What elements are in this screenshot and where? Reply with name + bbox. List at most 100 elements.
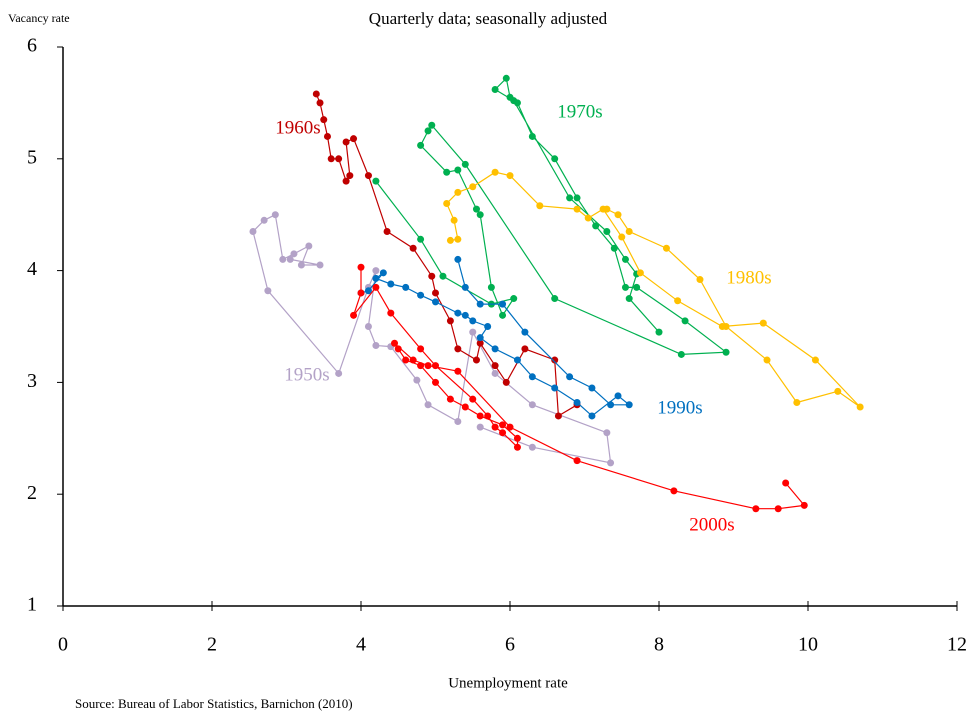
data-point <box>610 244 618 252</box>
data-point <box>264 287 272 295</box>
data-point <box>454 418 462 426</box>
data-point <box>506 423 514 431</box>
data-point <box>491 168 499 176</box>
data-point <box>856 403 864 411</box>
data-point <box>588 384 596 392</box>
data-point <box>443 200 451 208</box>
data-point <box>439 272 447 280</box>
data-point <box>566 194 574 202</box>
data-point <box>372 267 380 275</box>
data-point <box>446 395 454 403</box>
data-point <box>372 177 380 185</box>
data-point <box>323 132 331 140</box>
data-point <box>417 362 425 370</box>
data-point <box>506 172 514 180</box>
data-point <box>443 168 451 176</box>
data-point <box>573 205 581 213</box>
data-point <box>335 369 343 377</box>
data-point <box>625 295 633 303</box>
data-point <box>528 401 536 409</box>
data-point <box>662 244 670 252</box>
data-point <box>528 132 536 140</box>
y-tick-label: 5 <box>27 146 37 168</box>
data-point <box>320 116 328 124</box>
data-point <box>402 356 410 364</box>
data-point <box>428 272 436 280</box>
data-point <box>677 350 685 358</box>
data-point <box>551 155 559 163</box>
x-tick-label: 6 <box>505 634 515 656</box>
data-point <box>476 211 484 219</box>
data-point <box>402 283 410 291</box>
data-point <box>759 319 767 327</box>
data-point <box>491 362 499 370</box>
data-point <box>432 289 439 297</box>
data-point <box>625 227 633 235</box>
data-point <box>811 356 819 364</box>
data-point <box>383 227 391 235</box>
data-point <box>633 283 641 291</box>
data-point <box>428 121 436 129</box>
data-point <box>364 172 372 180</box>
data-point <box>625 401 633 409</box>
data-point <box>573 194 581 202</box>
data-point <box>476 412 484 420</box>
data-point <box>513 443 521 451</box>
data-point <box>454 235 462 243</box>
data-point <box>774 505 782 513</box>
data-point <box>513 356 521 364</box>
data-point <box>476 423 484 431</box>
data-point <box>484 323 492 330</box>
data-point <box>391 339 399 347</box>
data-point <box>551 356 559 364</box>
data-point <box>476 334 484 342</box>
x-tick-label: 0 <box>58 634 68 656</box>
x-tick-label: 12 <box>947 634 967 656</box>
data-point <box>551 384 559 392</box>
data-point <box>446 317 454 325</box>
y-tick-label: 1 <box>27 594 37 616</box>
data-point <box>510 97 518 105</box>
y-tick-label: 6 <box>27 35 37 57</box>
data-point <box>681 317 689 325</box>
data-point <box>364 287 372 295</box>
data-point <box>469 183 477 191</box>
data-point <box>454 309 462 317</box>
data-point <box>432 362 439 370</box>
data-point <box>636 269 644 277</box>
data-point <box>618 233 626 241</box>
data-point <box>670 487 678 495</box>
data-point <box>551 295 559 303</box>
data-point <box>573 399 581 407</box>
data-point <box>476 300 484 308</box>
data-point <box>472 205 480 213</box>
data-point <box>316 261 324 269</box>
data-point <box>502 378 510 386</box>
data-point <box>674 297 682 305</box>
data-point <box>372 342 380 350</box>
series-label: 2000s <box>689 514 734 535</box>
data-point <box>342 177 350 185</box>
y-tick-label: 3 <box>27 370 37 392</box>
y-tick-label: 2 <box>27 482 37 504</box>
data-point <box>621 283 629 291</box>
data-point <box>521 328 529 336</box>
series-label: 1980s <box>726 267 771 288</box>
data-point <box>499 311 507 319</box>
data-point <box>510 295 518 303</box>
data-point <box>249 227 257 235</box>
data-point <box>607 401 615 409</box>
data-point <box>461 283 469 291</box>
data-point <box>454 166 462 174</box>
y-tick-label: 4 <box>27 258 37 280</box>
data-point <box>599 205 607 213</box>
data-point <box>271 211 279 219</box>
data-point <box>297 261 305 269</box>
data-point <box>432 378 439 386</box>
data-point <box>461 160 469 168</box>
data-point <box>417 235 425 243</box>
data-point <box>592 222 600 230</box>
data-point <box>722 348 730 356</box>
data-point <box>621 255 629 263</box>
